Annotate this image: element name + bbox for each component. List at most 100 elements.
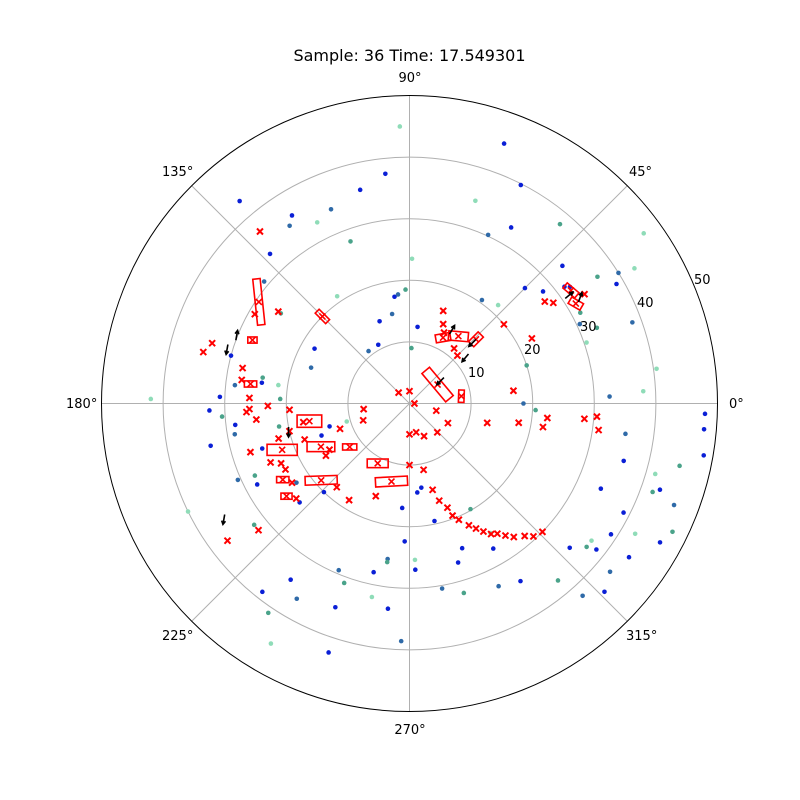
lidar-point: [232, 432, 238, 437]
detection-marker: [501, 531, 510, 540]
lidar-point: [219, 414, 225, 419]
box-center-marker: [439, 334, 447, 342]
detection-marker: [199, 348, 208, 356]
lidar-point: [490, 546, 496, 551]
detection-marker: [285, 427, 294, 435]
lidar-point: [577, 310, 583, 315]
lidar-point: [287, 223, 292, 229]
box-center-marker: [255, 298, 263, 306]
box-center-marker: [279, 476, 287, 484]
bounding-box: [275, 475, 290, 484]
lidar-point: [702, 411, 708, 417]
lidar-point: [533, 407, 538, 413]
detection-marker: [493, 530, 502, 538]
lidar-point: [614, 281, 619, 287]
bounding-box: [420, 366, 455, 404]
lidar-point: [594, 325, 600, 331]
detection-marker: [448, 511, 457, 520]
lidar-point: [598, 486, 604, 491]
box-center-marker: [457, 392, 465, 400]
detection-marker: [277, 459, 285, 468]
detection-marker: [405, 430, 414, 439]
lidar-point: [336, 567, 342, 573]
box-center-marker: [346, 443, 354, 451]
lidar-point: [630, 320, 635, 325]
radial-tick-20: 20: [524, 343, 541, 358]
lidar-point: [326, 650, 331, 655]
bounding-box: [567, 295, 585, 312]
arrow-head: [224, 350, 230, 356]
detection-marker: [254, 526, 263, 534]
detection-marker: [593, 412, 601, 421]
lidar-point: [409, 256, 415, 262]
detection-marker: [443, 503, 452, 512]
detection-marker: [538, 528, 547, 536]
lidar-point: [276, 382, 281, 388]
lidar-point: [632, 266, 637, 271]
lidar-point: [314, 220, 320, 225]
lidar-point: [341, 580, 347, 586]
lidar-point: [403, 287, 408, 292]
detection-marker: [580, 415, 589, 423]
angle-tick-45: 45°: [629, 165, 652, 180]
lidar-point: [357, 187, 363, 193]
detection-marker: [285, 406, 294, 414]
lidar-point: [235, 477, 241, 483]
lidar-point: [632, 531, 638, 537]
chart-title: Sample: 36 Time: 17.549301: [293, 46, 525, 65]
lidar-point: [260, 589, 265, 595]
arrow-head: [234, 328, 240, 335]
lidar-point: [670, 529, 675, 535]
detection-marker: [444, 419, 452, 427]
lidar-point: [677, 463, 682, 469]
detection-marker: [479, 527, 488, 536]
detection-marker: [288, 479, 296, 487]
lidar-point: [560, 263, 565, 269]
lidar-point: [657, 487, 663, 493]
detection-marker: [245, 394, 254, 402]
lidar-point: [261, 279, 267, 284]
lidar-point: [473, 198, 478, 204]
bounding-box: [266, 443, 299, 457]
lidar-point: [419, 485, 424, 490]
detection-marker: [472, 524, 480, 533]
detection-marker: [433, 428, 442, 437]
lidar-point: [277, 396, 283, 402]
lidar-point: [602, 589, 607, 595]
arrow-head: [450, 324, 456, 330]
arrow-head: [467, 342, 473, 348]
lidar-point: [276, 424, 282, 429]
lidar-point: [148, 396, 154, 402]
angle-tick-225: 225°: [162, 629, 193, 644]
lidar-point: [657, 540, 663, 545]
lidar-point: [652, 471, 658, 477]
lidar-point: [607, 569, 613, 575]
lidar-point: [607, 394, 612, 399]
lidar-point: [584, 544, 589, 550]
lidar-point: [522, 285, 528, 291]
lidar-point: [260, 375, 265, 380]
lidar-point: [294, 596, 300, 602]
lidar-point: [319, 433, 324, 438]
detection-marker: [529, 532, 538, 541]
bounding-box: [366, 458, 389, 469]
angle-tick-90: 90°: [398, 71, 421, 86]
tick-labels: 0° 45° 90° 135° 180° 225° 270° 315° 10 2…: [66, 71, 744, 738]
detection-marker: [256, 227, 264, 236]
detection-marker: [245, 405, 254, 413]
detection-marker: [594, 426, 603, 434]
lidar-point: [641, 231, 647, 236]
radial-tick-50: 50: [694, 273, 711, 288]
lidar-point: [555, 578, 561, 583]
lidar-point: [402, 539, 407, 544]
lidar-point: [608, 532, 614, 537]
angle-tick-135: 135°: [162, 165, 193, 180]
detection-marker: [420, 432, 428, 440]
lidar-point: [288, 577, 293, 582]
lidar-point: [385, 606, 391, 612]
detection-marker: [528, 334, 536, 343]
box-center-marker: [317, 443, 325, 451]
detection-marker: [372, 492, 380, 500]
lidar-point: [232, 382, 238, 388]
lidar-point: [439, 586, 445, 591]
